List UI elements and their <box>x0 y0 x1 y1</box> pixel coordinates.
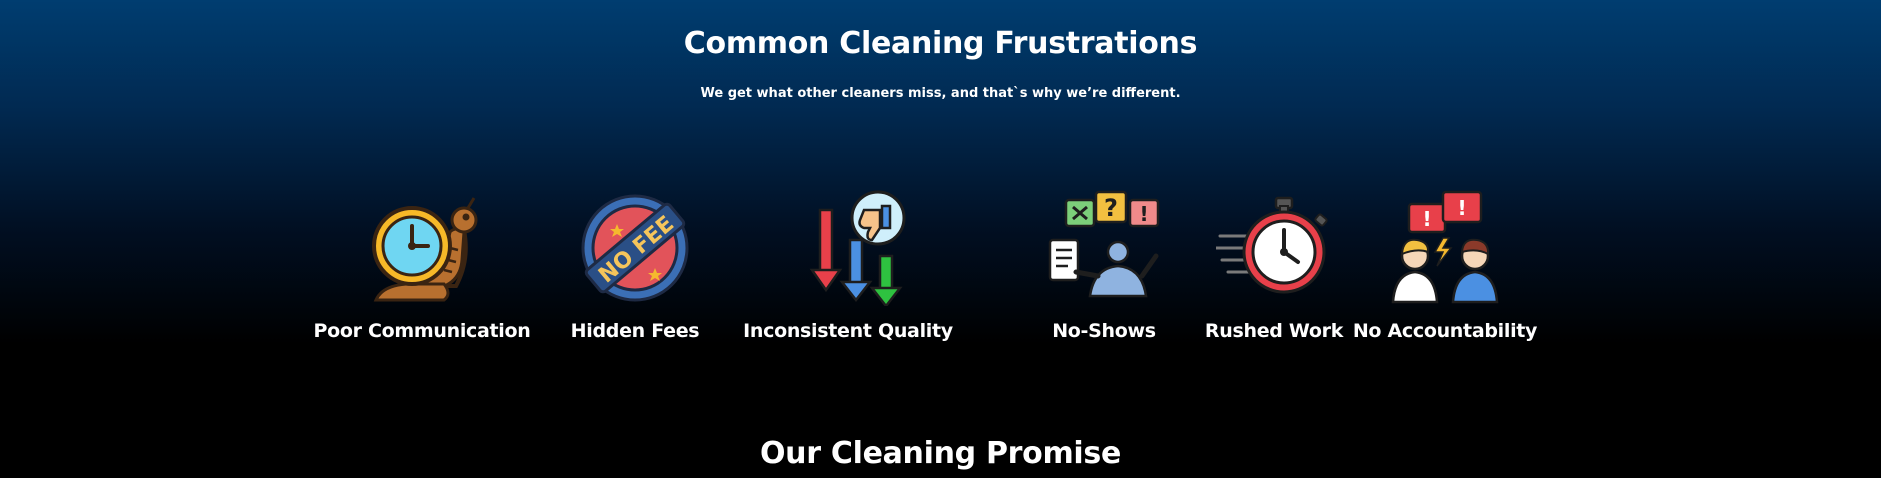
svg-text:?: ? <box>1104 194 1118 222</box>
card-label: No-Shows <box>1052 320 1156 342</box>
svg-text:!: ! <box>1457 196 1466 220</box>
frustration-card-inconsistent-quality: Inconsistent Quality <box>738 190 958 342</box>
card-label: Poor Communication <box>313 320 531 342</box>
arguing-people-icon: ! ! <box>1391 190 1499 304</box>
card-label: No Accountability <box>1352 320 1538 342</box>
card-label: Hidden Fees <box>570 320 700 342</box>
card-label: Rushed Work <box>1204 320 1344 342</box>
promise-section-title: Our Cleaning Promise <box>759 436 1122 471</box>
down-arrows-thumbs-down-icon <box>809 190 906 306</box>
svg-text:!: ! <box>1139 202 1148 226</box>
confused-person-icon: ? ! <box>1048 190 1160 298</box>
section-title: Common Cleaning Frustrations <box>683 26 1198 61</box>
frustration-card-hidden-fees: NO FEE Hidden Fees <box>525 190 745 342</box>
fast-stopwatch-icon <box>1216 196 1328 294</box>
frustration-card-no-shows: ? ! No-Shows <box>994 190 1214 342</box>
card-label: Inconsistent Quality <box>743 320 953 342</box>
no-fee-badge-icon: NO FEE <box>581 194 689 302</box>
svg-text:!: ! <box>1422 207 1431 231</box>
snail-clock-icon <box>372 197 478 302</box>
frustration-card-poor-communication: Poor Communication <box>312 190 532 342</box>
section-subtitle: We get what other cleaners miss, and tha… <box>700 86 1181 101</box>
frustration-card-rushed-work: Rushed Work <box>1164 190 1384 342</box>
frustration-card-no-accountability: ! ! No Accountability <box>1335 190 1555 342</box>
